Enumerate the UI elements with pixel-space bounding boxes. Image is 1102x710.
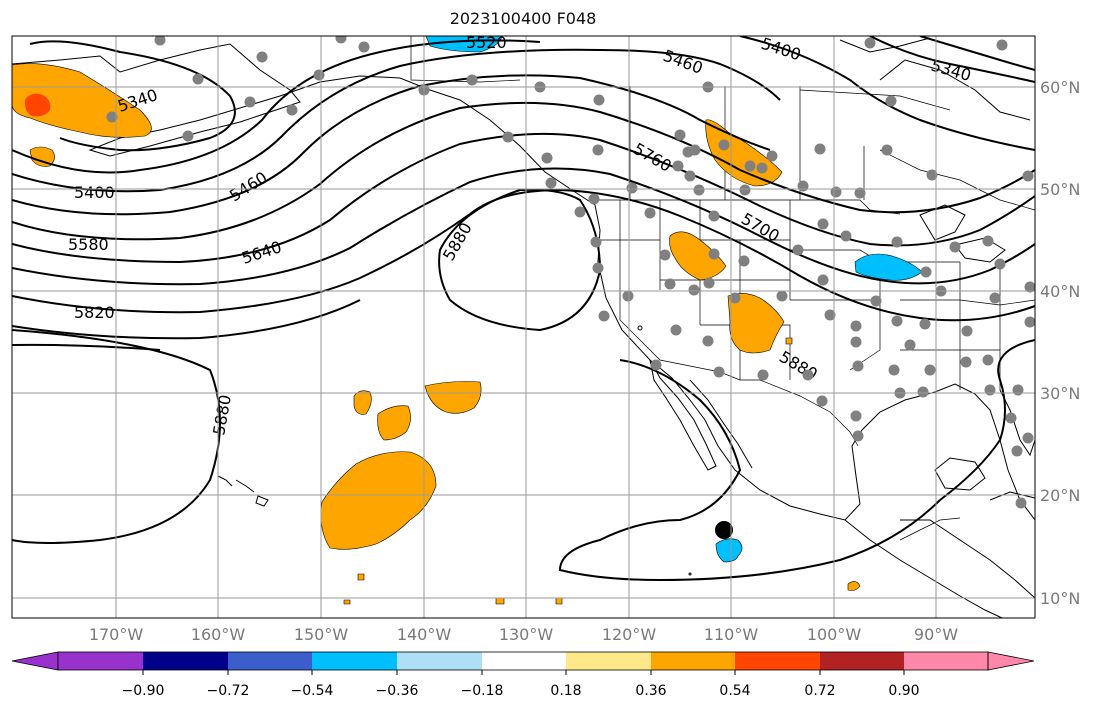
colorbar-segment [735,652,820,670]
contour-label: 5640 [239,237,284,268]
lon-label: 150°W [294,625,349,644]
gridlines [12,36,1035,618]
colorbar-segment [651,652,735,670]
lon-label: 140°W [397,625,452,644]
colorbar-tick-label: −0.36 [376,683,419,699]
lon-label: 90°W [914,625,958,644]
contour-label: 5820 [74,303,115,322]
colorbar-tick-label: −0.90 [122,683,165,699]
colorbar-segment [58,652,143,670]
lat-label: 60°N [1040,78,1080,97]
height-contours [12,36,1035,582]
contour-label: 5460 [661,46,706,78]
contour-label: 5880 [209,393,235,436]
colorbar-segment [397,652,482,670]
lon-label: 110°W [704,625,759,644]
colorbar-left-arrow [11,651,59,671]
colorbar-tick-label: −0.54 [291,683,334,699]
colorbar-segment [904,652,988,670]
lat-label: 30°N [1040,384,1080,403]
colorbar-segment [312,652,397,670]
colorbar-segment [820,652,904,670]
lon-label: 170°W [89,625,144,644]
station-dots [106,36,1035,509]
contour-label: 5580 [68,235,109,254]
lon-label: 100°W [807,625,862,644]
colorbar-segment [228,652,312,670]
longitude-labels: 170°W 160°W 150°W 140°W 130°W 120°W 110°… [89,625,958,644]
colorbar-segment [143,652,228,670]
colorbar-segment [566,652,651,670]
lon-label: 160°W [191,625,246,644]
coastlines [12,37,1035,618]
anomaly-shading [12,36,923,605]
lon-label: 130°W [499,625,554,644]
map-title: 2023100400 F048 [449,9,597,28]
colorbar-tick-label: −0.18 [461,683,504,699]
colorbar-tick-label: 0.18 [550,683,581,699]
lon-label: 120°W [602,625,657,644]
contour-label: 5400 [759,34,804,65]
contour-label: 5520 [466,33,507,52]
location-marker [715,521,733,539]
colorbar-segment [482,652,566,670]
contour-label: 5460 [226,168,271,206]
latitude-labels: 60°N 50°N 40°N 30°N 20°N 10°N [1040,78,1080,608]
contour-label: 5880 [776,347,821,384]
contour-label: 5400 [74,183,115,202]
lat-label: 20°N [1040,486,1080,505]
colorbar-tick-label: 0.90 [888,683,919,699]
colorbar-tick-label: 0.36 [635,683,666,699]
contour-label: 5760 [630,139,675,176]
colorbar: −0.90 −0.72 −0.54 −0.36 −0.18 0.18 0.36 … [11,651,1035,699]
map-frame [11,35,1036,619]
colorbar-tick-label: −0.72 [207,683,250,699]
colorbar-tick-label: 0.54 [719,683,750,699]
lat-label: 40°N [1040,282,1080,301]
lat-label: 50°N [1040,180,1080,199]
colorbar-right-arrow [987,651,1035,671]
colorbar-tick-label: 0.72 [804,683,835,699]
lat-label: 10°N [1040,589,1080,608]
